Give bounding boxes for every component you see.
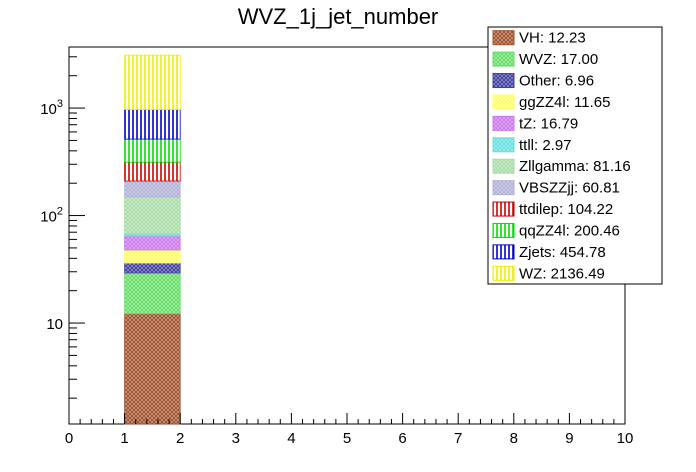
y-tick-label: 102 (40, 206, 63, 226)
bar-segment-zjets (124, 109, 181, 140)
x-tick-label: 0 (65, 430, 73, 447)
legend-swatch-ggzz4l (492, 94, 515, 110)
legend-label-wvz: WVZ: 17.00 (519, 51, 598, 68)
legend-swatch-ttdilep (492, 201, 515, 217)
legend-swatch-zjets (492, 244, 515, 260)
bar-segment-vh (124, 313, 181, 425)
x-tick-label: 9 (565, 430, 573, 447)
bar-segment-ttdilep (124, 161, 181, 182)
bar-segment-zllgamma (124, 196, 181, 235)
x-tick-label: 3 (232, 430, 240, 447)
bar-segment-qqzz4l (124, 138, 181, 163)
x-tick-label: 8 (510, 430, 518, 447)
legend-label-vbszzjj: VBSZZjj: 60.81 (519, 180, 620, 197)
legend-swatch-wz (492, 265, 515, 281)
chart-title: WVZ_1j_jet_number (238, 4, 439, 29)
legend-swatch-tz (492, 115, 515, 131)
x-tick-label: 7 (454, 430, 462, 447)
legend-label-wz: WZ: 2136.49 (519, 265, 605, 282)
x-tick-label: 5 (343, 430, 351, 447)
legend-swatch-qqzz4l (492, 222, 515, 238)
bar-segment-wz (124, 54, 181, 110)
y-tick-label: 103 (40, 98, 63, 118)
legend-label-zllgamma: Zllgamma: 81.16 (519, 158, 631, 175)
legend-label-ttdilep: ttdilep: 104.22 (519, 201, 613, 218)
x-tick-label: 1 (120, 430, 128, 447)
legend-label-other: Other: 6.96 (519, 73, 594, 90)
legend-swatch-zllgamma (492, 158, 515, 174)
x-tick-label: 2 (176, 430, 184, 447)
legend-label-vh: VH: 12.23 (519, 30, 586, 47)
bar-segment-vbszzjj (124, 180, 181, 198)
legend-label-qqzz4l: qqZZ4l: 200.46 (519, 222, 620, 239)
legend-label-zjets: Zjets: 454.78 (519, 244, 606, 261)
x-tick-label: 4 (287, 430, 295, 447)
bar-segment-tz (124, 235, 181, 251)
legend-swatch-other (492, 73, 515, 89)
y-axis: 10 102 103 (40, 56, 85, 399)
x-tick-label: 6 (398, 430, 406, 447)
legend-label-ggzz4l: ggZZ4l: 11.65 (519, 94, 610, 111)
legend-swatch-ttll (492, 137, 515, 153)
bar-segment-other (124, 262, 181, 274)
legend-swatch-vh (492, 30, 515, 46)
bar-segment-ggzz4l (124, 249, 181, 264)
legend-label-tz: tZ: 16.79 (519, 115, 578, 132)
legend: VH: 12.23 WVZ: 17.00 Other: 6.96 ggZZ4l: 11… (487, 26, 663, 285)
bar-stack (124, 54, 181, 425)
legend-box (487, 26, 663, 285)
x-tick-label: 10 (617, 430, 634, 447)
legend-label-ttll: ttll: 2.97 (519, 137, 572, 154)
legend-swatch-wvz (492, 51, 515, 67)
x-axis: 0 1 2 3 4 5 6 7 8 9 10 (65, 413, 634, 447)
bar-segment-wvz (124, 272, 181, 315)
legend-swatch-vbszzjj (492, 180, 515, 196)
y-tick-label: 10 (46, 316, 63, 333)
